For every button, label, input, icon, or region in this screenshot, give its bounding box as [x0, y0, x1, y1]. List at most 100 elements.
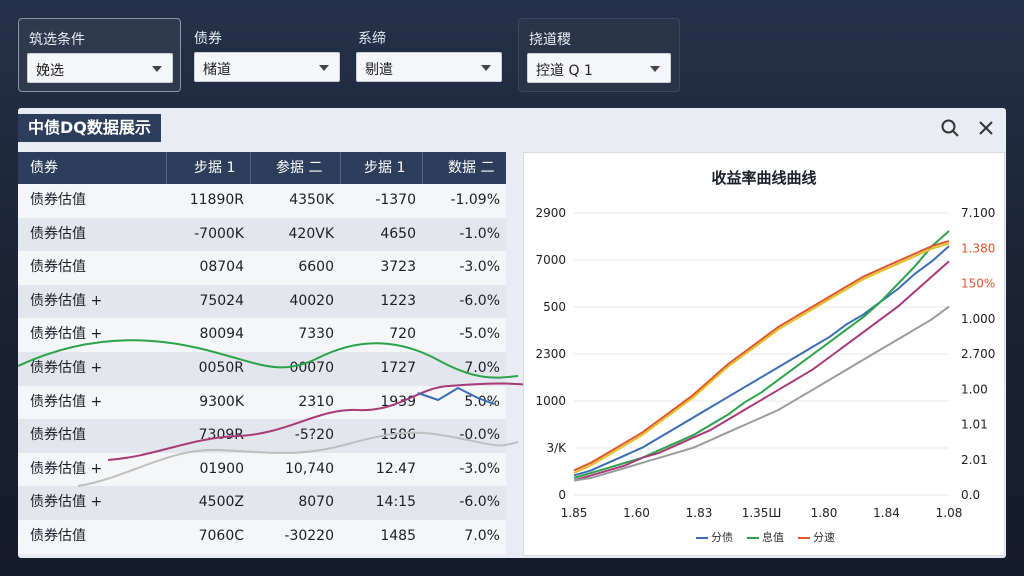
column-header[interactable]: 债券 — [30, 160, 58, 176]
table-row[interactable]: 债券估值 7060C -30220 1485 7.0% — [18, 519, 506, 554]
filter-channel-label: 挠道稷 — [529, 32, 571, 48]
x-tick-label: 1.80 — [811, 506, 838, 520]
y2-tick-label: 1.00 — [961, 382, 988, 396]
series-line — [573, 245, 950, 477]
table-row[interactable]: 债券估值 -7000K 420VK 4650 -1.0% — [18, 217, 506, 252]
row-label: 债券估值 — [30, 259, 86, 276]
table-cell: 9300K — [199, 393, 244, 410]
y2-tick-label: 7.100 — [961, 206, 995, 220]
bond-data-table: 债券 步据 1 参据 二 步据 1 数据 二 债券估值 11890R 4350K -1… — [18, 152, 506, 554]
table-cell: -1370 — [375, 192, 416, 208]
table-row[interactable]: 债券估值 + 0050R 00070 1727 7.0% — [18, 351, 506, 386]
column-header[interactable]: 步据 1 — [194, 160, 236, 176]
chart-plot: 2900 7000 500 2300 1000 3/K 0 7.100 1.380 150% 1.0… — [535, 206, 995, 520]
table-cell: 7309R — [198, 427, 244, 444]
table-cell: 720 — [389, 326, 416, 343]
table-cell: 420VK — [288, 225, 334, 242]
column-divider — [340, 152, 341, 184]
row-label: 债券估值 — [30, 427, 86, 444]
row-label: 债券估值 — [30, 225, 86, 242]
series-line — [573, 242, 950, 474]
table-cell: 1223 — [380, 292, 416, 309]
x-tick-label: 1.84 — [873, 506, 900, 520]
filter-channel-select[interactable]: 控道 Q 1 — [527, 53, 671, 83]
filter-condition-value: 娩选 — [36, 63, 64, 79]
table-cell: 75024 — [199, 292, 244, 309]
table-cell: 10,740 — [285, 460, 334, 477]
table-cell: -5?20 — [294, 427, 334, 444]
data-panel: 中债DQ数据展示 债券 步据 1 参据 二 步据 1 数据 二 债券估值 1189… — [18, 108, 1006, 558]
filter-bond-select[interactable]: 槠道 — [194, 52, 340, 82]
filter-channel-group: 挠道稷 控道 Q 1 — [518, 18, 680, 92]
y-tick-label: 0 — [558, 488, 566, 502]
y2-tick-label: 1.000 — [961, 312, 995, 326]
table-cell: -6.0% — [459, 292, 500, 309]
column-header[interactable]: 参据 二 — [276, 160, 323, 176]
table-cell: 6600 — [298, 259, 334, 276]
legend-item: 息值 — [747, 531, 784, 544]
filter-system-label: 系缔 — [358, 31, 386, 47]
series-line — [573, 260, 950, 482]
chart-legend: 分债 息值 分速 — [696, 529, 849, 545]
row-label: 债券估值 + — [30, 460, 103, 477]
x-tick-label: 1.83 — [686, 506, 713, 520]
table-cell: 7.0% — [464, 527, 500, 544]
table-row[interactable]: 债券估值 08704 6600 3723 -3.0% — [18, 251, 506, 285]
table-cell: -1.09% — [450, 192, 500, 208]
x-tick-label: 1.60 — [623, 506, 650, 520]
table-cell: 8070 — [298, 494, 334, 511]
table-cell: 1939 — [380, 393, 416, 410]
table-cell: 14:15 — [375, 494, 416, 511]
y-tick-label: 500 — [543, 300, 566, 314]
legend-swatch — [798, 537, 810, 539]
table-row[interactable]: 债券估值 + 01900 10,740 12.47 -3.0% — [18, 452, 506, 487]
chevron-down-icon — [319, 65, 329, 71]
row-label: 债券估值 + — [30, 393, 103, 410]
table-cell: -6.0% — [459, 494, 500, 511]
table-cell: 1727 — [380, 359, 416, 376]
table-row[interactable]: 债券估值 11890R 4350K -1370 -1.09% — [18, 184, 506, 218]
legend-item: 分速 — [798, 531, 835, 544]
x-tick-label: 1.08 — [936, 506, 963, 520]
column-divider — [250, 152, 251, 184]
table-cell: 4350K — [289, 192, 334, 208]
table-cell: -30220 — [284, 527, 334, 544]
filter-bond-system-group: 债券 槠道 系缔 剔遣 — [184, 18, 510, 92]
table-cell: 7060C — [198, 527, 244, 544]
filter-condition-select[interactable]: 娩选 — [27, 53, 173, 83]
chevron-down-icon — [152, 66, 162, 72]
table-row[interactable]: 债券估值 + 80094 7330 720 -5.0% — [18, 318, 506, 352]
table-cell: 5.0% — [464, 393, 500, 410]
table-row[interactable]: 债券估值 + 75024 40020 1223 -6.0% — [18, 284, 506, 319]
close-icon[interactable] — [976, 118, 996, 138]
row-label: 债券估值 + — [30, 359, 103, 376]
legend-label: 分速 — [813, 531, 835, 544]
table-cell: -7000K — [194, 225, 244, 242]
row-label: 债券估值 + — [30, 494, 103, 511]
chevron-down-icon — [650, 66, 660, 72]
table-cell: 4650 — [380, 225, 416, 242]
search-icon[interactable] — [940, 118, 960, 138]
x-tick-label: 1.85 — [561, 506, 588, 520]
table-row[interactable]: 债券估值 7309R -5?20 1586 -0.0% — [18, 419, 506, 453]
table-cell: 2310 — [298, 393, 334, 410]
table-cell: 3723 — [380, 259, 416, 276]
table-cell: 1485 — [380, 527, 416, 544]
y2-tick-label: 2.01 — [961, 453, 988, 467]
row-label: 债券估值 — [30, 192, 86, 208]
chevron-down-icon — [481, 65, 491, 71]
table-cell: -3.0% — [459, 460, 500, 477]
filter-system-select[interactable]: 剔遣 — [356, 52, 502, 82]
panel-title: 中债DQ数据展示 — [18, 114, 161, 142]
y2-tick-label: 0.0 — [961, 488, 980, 502]
series-line — [573, 240, 950, 472]
table-cell: 00070 — [289, 359, 334, 376]
column-header[interactable]: 步据 1 — [364, 160, 406, 176]
table-row[interactable]: 债券估值 + 4500Z 8070 14:15 -6.0% — [18, 486, 506, 520]
legend-label: 息值 — [762, 531, 784, 544]
yield-curve-chart: 收益率曲线曲线 2900 7000 500 2300 1000 3/K 0 7.100 1.38… — [523, 152, 1005, 556]
table-cell: 40020 — [289, 292, 334, 309]
filter-bond-value: 槠道 — [203, 62, 231, 78]
column-header[interactable]: 数据 二 — [448, 160, 495, 176]
table-row[interactable]: 债券估值 + 9300K 2310 1939 5.0% — [18, 385, 506, 420]
